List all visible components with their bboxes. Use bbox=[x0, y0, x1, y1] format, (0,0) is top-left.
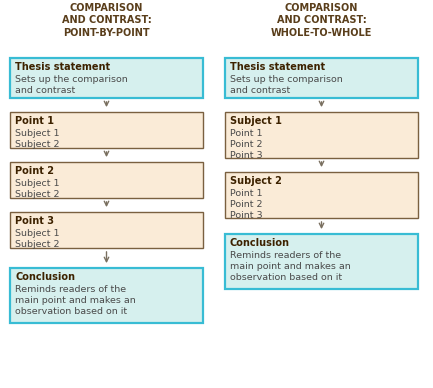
Text: Conclusion: Conclusion bbox=[230, 238, 290, 248]
Text: main point and makes an: main point and makes an bbox=[15, 296, 136, 305]
Text: Subject 1: Subject 1 bbox=[15, 179, 59, 188]
FancyBboxPatch shape bbox=[10, 58, 203, 98]
Text: Point 1: Point 1 bbox=[230, 189, 262, 198]
Text: Point 2: Point 2 bbox=[15, 166, 54, 176]
Text: Subject 1: Subject 1 bbox=[15, 229, 59, 238]
FancyBboxPatch shape bbox=[10, 212, 203, 248]
Text: Point 1: Point 1 bbox=[15, 116, 54, 126]
Text: Thesis statement: Thesis statement bbox=[15, 62, 110, 72]
Text: Conclusion: Conclusion bbox=[15, 272, 75, 282]
Text: and contrast: and contrast bbox=[15, 86, 75, 95]
Text: Point 1: Point 1 bbox=[230, 129, 262, 138]
Text: Subject 1: Subject 1 bbox=[230, 116, 282, 126]
Text: Subject 2: Subject 2 bbox=[15, 240, 59, 249]
Text: Point 2: Point 2 bbox=[230, 200, 262, 209]
Text: main point and makes an: main point and makes an bbox=[230, 262, 351, 271]
Text: observation based on it: observation based on it bbox=[15, 307, 127, 316]
Text: Sets up the comparison: Sets up the comparison bbox=[230, 75, 343, 84]
Text: Subject 2: Subject 2 bbox=[15, 190, 59, 199]
Text: observation based on it: observation based on it bbox=[230, 273, 342, 282]
Text: Point 3: Point 3 bbox=[15, 216, 54, 226]
Text: Subject 1: Subject 1 bbox=[15, 129, 59, 138]
Text: Reminds readers of the: Reminds readers of the bbox=[230, 251, 341, 260]
Text: Point 3: Point 3 bbox=[230, 211, 263, 220]
Text: Point 3: Point 3 bbox=[230, 151, 263, 160]
Text: Point 2: Point 2 bbox=[230, 140, 262, 149]
FancyBboxPatch shape bbox=[225, 58, 418, 98]
FancyBboxPatch shape bbox=[225, 172, 418, 218]
FancyBboxPatch shape bbox=[10, 112, 203, 148]
Text: Reminds readers of the: Reminds readers of the bbox=[15, 285, 126, 294]
FancyBboxPatch shape bbox=[10, 162, 203, 198]
Text: COMPARISON
AND CONTRAST:
POINT-BY-POINT: COMPARISON AND CONTRAST: POINT-BY-POINT bbox=[61, 3, 152, 38]
FancyBboxPatch shape bbox=[225, 112, 418, 158]
Text: Subject 2: Subject 2 bbox=[230, 176, 282, 186]
FancyBboxPatch shape bbox=[10, 268, 203, 323]
Text: Subject 2: Subject 2 bbox=[15, 140, 59, 149]
Text: and contrast: and contrast bbox=[230, 86, 290, 95]
Text: Thesis statement: Thesis statement bbox=[230, 62, 325, 72]
FancyBboxPatch shape bbox=[225, 234, 418, 289]
Text: COMPARISON
AND CONTRAST:
WHOLE-TO-WHOLE: COMPARISON AND CONTRAST: WHOLE-TO-WHOLE bbox=[271, 3, 372, 38]
Text: Sets up the comparison: Sets up the comparison bbox=[15, 75, 128, 84]
